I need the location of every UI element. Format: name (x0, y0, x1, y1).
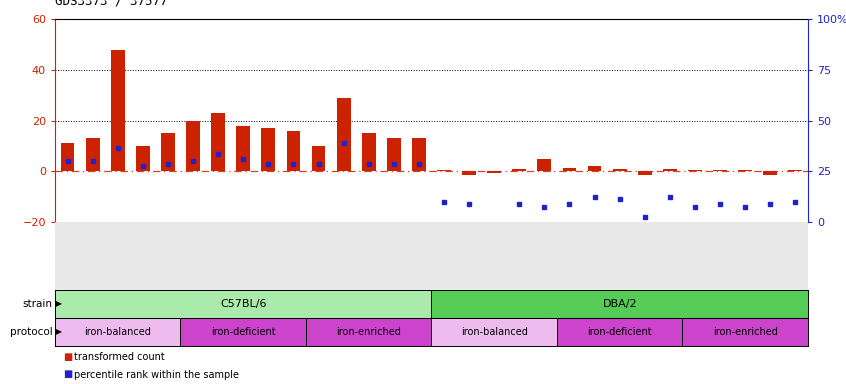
Text: ■: ■ (63, 369, 73, 379)
Text: DBA/2: DBA/2 (602, 299, 637, 309)
Bar (55, 318, 180, 346)
Bar (557, 318, 683, 346)
Text: iron-balanced: iron-balanced (85, 327, 151, 337)
Text: strain: strain (23, 299, 52, 309)
Text: transformed count: transformed count (74, 353, 165, 362)
Bar (713, 170, 727, 171)
Text: GDS3373 / 37577: GDS3373 / 37577 (55, 0, 168, 8)
Bar (85, 138, 100, 171)
Bar (688, 170, 702, 171)
Text: protocol: protocol (9, 327, 52, 337)
Bar (537, 159, 552, 171)
Bar (613, 169, 627, 171)
Bar (437, 170, 451, 171)
Bar (487, 171, 501, 173)
Bar (763, 171, 777, 175)
Bar (588, 166, 602, 171)
Bar (788, 170, 802, 171)
Bar (431, 290, 808, 318)
Bar (236, 126, 250, 171)
Bar (513, 169, 526, 171)
Bar (663, 169, 677, 171)
Text: ▶: ▶ (53, 328, 63, 336)
Bar (136, 146, 150, 171)
Bar (462, 171, 476, 175)
Text: iron-enriched: iron-enriched (336, 327, 401, 337)
Bar (306, 318, 431, 346)
Bar (387, 138, 401, 171)
Bar (261, 128, 275, 171)
Bar (362, 133, 376, 171)
Text: ▶: ▶ (53, 300, 63, 308)
Text: iron-balanced: iron-balanced (461, 327, 528, 337)
Text: iron-enriched: iron-enriched (712, 327, 777, 337)
Text: C57BL/6: C57BL/6 (220, 299, 266, 309)
Bar (287, 131, 300, 171)
Text: iron-deficient: iron-deficient (587, 327, 652, 337)
Bar (55, 290, 431, 318)
Text: iron-deficient: iron-deficient (211, 327, 276, 337)
Bar (638, 171, 651, 175)
Bar (563, 168, 576, 171)
Bar (61, 143, 74, 171)
Bar (337, 98, 350, 171)
Bar (186, 121, 200, 171)
Bar (161, 133, 175, 171)
Text: ■: ■ (63, 353, 73, 362)
Bar (311, 146, 326, 171)
Bar (180, 318, 306, 346)
Bar (412, 138, 426, 171)
Bar (739, 170, 752, 171)
Bar (212, 113, 225, 171)
Bar (111, 50, 124, 171)
Text: percentile rank within the sample: percentile rank within the sample (74, 369, 239, 379)
Bar (683, 318, 808, 346)
Bar (431, 318, 557, 346)
